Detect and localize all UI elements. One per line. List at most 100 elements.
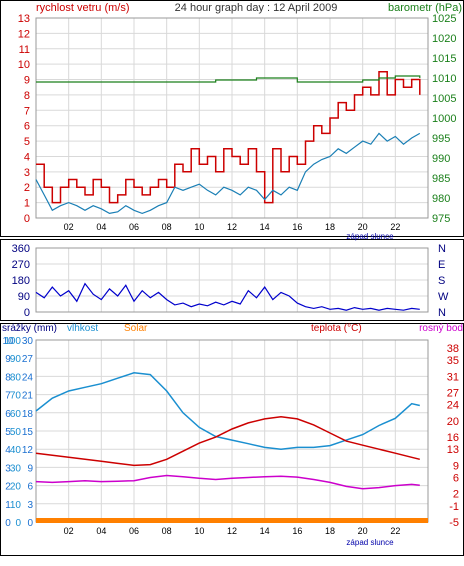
- humidity-y-tick-label: 10: [10, 500, 22, 511]
- wind-x-tick-label: 14: [260, 222, 270, 232]
- weather-x-tick-label: 14: [260, 526, 270, 536]
- humidity-y-tick-label: 70: [10, 391, 22, 402]
- humidity-axis-title: vlhkost: [67, 323, 98, 334]
- humidity-y-tick-label: 60: [10, 409, 22, 420]
- wind-y-tick-label: 5: [24, 136, 30, 148]
- solar-y-tick-label: 21: [22, 391, 34, 402]
- chart-title: 24 hour graph day : 12 April 2009: [175, 2, 338, 14]
- weather-x-tick-label: 16: [292, 526, 302, 536]
- humidity-y-tick-label: 0: [15, 518, 21, 529]
- wind-x-tick-label: 06: [129, 222, 139, 232]
- rain-y-tick-label: 1: [5, 500, 11, 511]
- pressure-y-tick-label: 990: [432, 153, 450, 165]
- weather-x-tick-label: 02: [64, 526, 74, 536]
- temperature-y-tick-label: 38: [447, 343, 459, 355]
- solar-y-tick-label: 12: [22, 445, 34, 456]
- rain-y-tick-label: 8: [5, 372, 11, 383]
- temperature-y-tick-label: 31: [447, 371, 459, 383]
- temperature-y-tick-label: -1: [449, 501, 459, 513]
- sunset-label-top: západ slunce: [346, 232, 394, 241]
- direction-y-tick-label: 0: [24, 307, 30, 319]
- rain-y-tick-label: 9: [5, 354, 11, 365]
- wind-avg-line: [35, 132, 421, 215]
- solar-y-tick-label: 6: [27, 482, 33, 493]
- pressure-y-tick-label: 980: [432, 193, 450, 205]
- temperature-y-tick-label: 27: [447, 388, 459, 400]
- rain-y-tick-label: 4: [5, 445, 11, 456]
- wind-y-tick-label: 4: [24, 151, 30, 163]
- wind-y-tick-label: 10: [18, 59, 30, 71]
- pressure-y-tick-label: 1010: [432, 73, 456, 85]
- temperature-axis-title: teplota (°C): [311, 323, 362, 334]
- pressure-axis-title: barometr (hPa): [388, 2, 462, 14]
- humidity-y-tick-label: 30: [10, 463, 22, 474]
- rain-axis-title: srážky (mm): [2, 323, 57, 334]
- solar-y-tick-label: 24: [22, 372, 34, 383]
- rain-y-tick-label: 7: [5, 391, 11, 402]
- wind-x-tick-label: 18: [325, 222, 335, 232]
- wind-x-tick-label: 02: [64, 222, 74, 232]
- humidity-y-tick-label: 50: [10, 427, 22, 438]
- direction-y-tick-label: 180: [12, 275, 30, 287]
- weather-x-tick-label: 18: [325, 526, 335, 536]
- rain-y-tick-label: 6: [5, 409, 11, 420]
- solar-y-tick-label: 15: [22, 427, 34, 438]
- wind-y-tick-label: 12: [18, 28, 30, 40]
- rain-y-tick-label: 10: [2, 336, 14, 347]
- weather-x-tick-label: 08: [162, 526, 172, 536]
- humidity-y-tick-label: 90: [10, 354, 22, 365]
- solar-y-tick-label: 9: [27, 463, 33, 474]
- temperature-y-tick-label: 13: [447, 444, 459, 456]
- wind-gust-line: [36, 71, 421, 204]
- wind-y-tick-label: 9: [24, 75, 30, 87]
- wind-y-tick-label: 1: [24, 198, 30, 210]
- humidity-y-tick-label: 80: [10, 372, 22, 383]
- weather-x-tick-label: 12: [227, 526, 237, 536]
- direction-plot-area: [35, 247, 429, 313]
- dew-point-axis-title: rosný bod: [419, 323, 463, 334]
- wind-x-tick-label: 12: [227, 222, 237, 232]
- temperature-y-tick-label: 9: [453, 460, 459, 472]
- direction-compass-label: E: [438, 259, 445, 271]
- dew-point-line: [35, 474, 420, 490]
- pressure-y-tick-label: 1005: [432, 93, 456, 105]
- wind-direction-line: [35, 282, 420, 311]
- rain-y-tick-label: 3: [5, 463, 11, 474]
- solar-y-tick-label: 18: [22, 409, 34, 420]
- pressure-y-tick-label: 1015: [432, 53, 456, 65]
- wind-x-tick-label: 10: [194, 222, 204, 232]
- solar-y-tick-label: 3: [27, 500, 33, 511]
- direction-y-tick-label: 360: [12, 243, 30, 255]
- temperature-y-tick-label: 6: [453, 473, 459, 485]
- solar-bar: [36, 518, 428, 523]
- wind-plot-area: [35, 17, 429, 219]
- wind-y-tick-label: 2: [24, 182, 30, 194]
- rain-y-tick-label: 5: [5, 427, 11, 438]
- weather-x-tick-label: 04: [96, 526, 106, 536]
- wind-x-tick-label: 08: [162, 222, 172, 232]
- solar-y-tick-label: 0: [27, 518, 33, 529]
- humidity-y-tick-label: 100: [4, 336, 21, 347]
- direction-compass-label: W: [438, 291, 449, 303]
- wind-y-tick-label: 6: [24, 121, 30, 133]
- wind-x-tick-label: 20: [358, 222, 368, 232]
- pressure-y-tick-label: 985: [432, 173, 450, 185]
- wind-y-tick-label: 3: [24, 167, 30, 179]
- wind-y-tick-label: 7: [24, 105, 30, 117]
- solar-y-tick-label: 30: [22, 336, 34, 347]
- pressure-y-tick-label: 1025: [432, 13, 456, 25]
- weather-x-tick-label: 22: [390, 526, 400, 536]
- temperature-y-tick-label: 24: [447, 400, 459, 412]
- pressure-y-tick-label: 975: [432, 213, 450, 225]
- pressure-y-tick-label: 995: [432, 133, 450, 145]
- rain-y-tick-label: 2: [5, 482, 11, 493]
- humidity-y-tick-label: 20: [10, 482, 22, 493]
- wind-y-tick-label: 13: [18, 13, 30, 25]
- direction-compass-label: N: [438, 243, 446, 255]
- pressure-y-tick-label: 1020: [432, 33, 456, 45]
- wind-x-tick-label: 22: [390, 222, 400, 232]
- temperature-y-tick-label: 20: [447, 416, 459, 428]
- wind-y-tick-label: 8: [24, 90, 30, 102]
